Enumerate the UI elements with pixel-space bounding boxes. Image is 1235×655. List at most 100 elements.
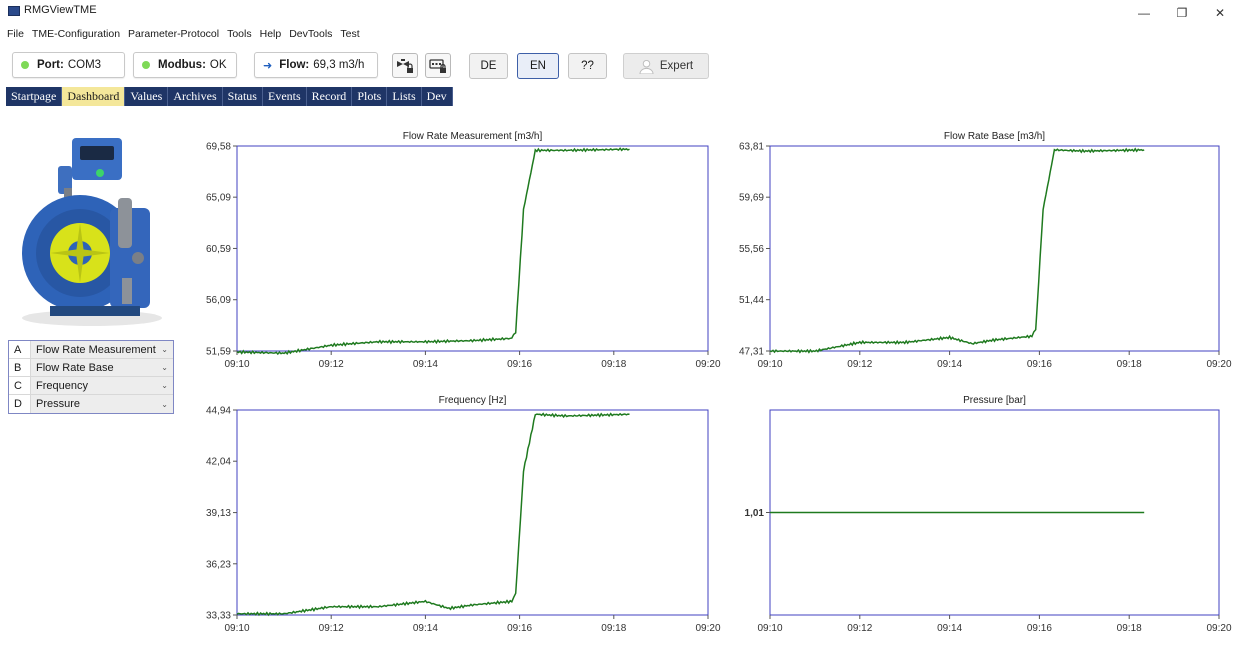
channel-letter: B — [9, 359, 31, 376]
y-tick-label: 56,09 — [206, 295, 231, 306]
plot-area — [236, 409, 709, 616]
channel-d-select[interactable]: Pressure ⌄ — [31, 395, 173, 413]
expert-button[interactable]: Expert — [623, 53, 709, 79]
x-tick-label: 09:16 — [1027, 359, 1052, 370]
y-tick-label: 44,94 — [206, 406, 231, 417]
tab-status[interactable]: Status — [223, 87, 263, 106]
arrow-right-icon: ➜ — [263, 59, 273, 72]
help-button[interactable]: ?? — [568, 53, 607, 79]
modbus-value: OK — [209, 59, 227, 71]
y-tick-label: 39,13 — [206, 508, 231, 519]
channel-row-d: D Pressure ⌄ — [9, 395, 173, 413]
menu-file[interactable]: File — [7, 28, 24, 40]
tab-plots[interactable]: Plots — [352, 87, 388, 106]
modbus-status[interactable]: Modbus: OK — [133, 52, 237, 78]
port-status-dot-icon — [21, 61, 29, 69]
tab-lists[interactable]: Lists — [387, 87, 422, 106]
y-tick-label: 69,58 — [206, 142, 231, 153]
channel-c-select[interactable]: Frequency ⌄ — [31, 377, 173, 394]
minimize-button[interactable]: — — [1138, 6, 1150, 20]
menu-parameter-protocol[interactable]: Parameter-Protocol — [128, 28, 220, 40]
x-tick-label: 09:14 — [937, 623, 962, 634]
plot-area — [769, 145, 1220, 352]
x-tick-label: 09:18 — [601, 359, 626, 370]
valve-lock-button[interactable] — [392, 53, 418, 78]
y-tick-label: 59,69 — [739, 193, 764, 204]
channel-letter: C — [9, 377, 31, 394]
toolbar: Port: COM3 Modbus: OK ➜ Flow: 69,3 m3/h … — [0, 48, 1235, 84]
tab-dashboard[interactable]: Dashboard — [62, 87, 126, 106]
chevron-down-icon: ⌄ — [161, 345, 168, 354]
x-tick-label: 09:14 — [413, 359, 438, 370]
y-tick-label: 51,44 — [739, 295, 764, 306]
channel-a-select[interactable]: Flow Rate Measurement ⌄ — [31, 341, 173, 358]
chevron-down-icon: ⌄ — [161, 399, 168, 409]
flow-status[interactable]: ➜ Flow: 69,3 m3/h — [254, 52, 378, 78]
menu-bar: File TME-Configuration Parameter-Protoco… — [6, 28, 361, 44]
y-tick-label: 60,59 — [206, 244, 231, 255]
x-tick-label: 09:12 — [319, 359, 344, 370]
channel-row-b: B Flow Rate Base ⌄ — [9, 359, 173, 377]
menu-test[interactable]: Test — [340, 28, 360, 40]
tab-events[interactable]: Events — [263, 87, 307, 106]
x-tick-label: 09:16 — [1027, 623, 1052, 634]
app-icon — [8, 6, 20, 16]
channel-b-select[interactable]: Flow Rate Base ⌄ — [31, 359, 173, 376]
x-tick-label: 09:18 — [1117, 623, 1142, 634]
tab-startpage[interactable]: Startpage — [6, 87, 63, 106]
window-titlebar: RMGViewTME — ❐ ✕ — [0, 0, 1235, 30]
channel-row-a: A Flow Rate Measurement ⌄ — [9, 341, 173, 359]
tab-dev[interactable]: Dev — [422, 87, 453, 106]
menu-tools[interactable]: Tools — [227, 28, 252, 40]
menu-help[interactable]: Help — [259, 28, 282, 40]
port-value: COM3 — [67, 59, 102, 71]
y-tick-label: 33,33 — [206, 611, 231, 622]
tab-archives[interactable]: Archives — [168, 87, 223, 106]
tab-record[interactable]: Record — [307, 87, 353, 106]
keypad-lock-button[interactable] — [425, 53, 451, 78]
x-tick-label: 09:18 — [601, 623, 626, 634]
menu-tme-configuration[interactable]: TME-Configuration — [31, 28, 121, 40]
y-tick-label: 47,31 — [739, 347, 764, 358]
language-en-button[interactable]: EN — [517, 53, 559, 79]
series-line — [769, 147, 1145, 354]
modbus-label: Modbus: — [158, 59, 206, 71]
window-title: RMGViewTME — [24, 4, 97, 16]
menu-devtools[interactable]: DevTools — [289, 28, 333, 40]
x-tick-label: 09:20 — [1206, 623, 1231, 634]
flow-value: 69,3 m3/h — [313, 59, 365, 71]
series-line — [236, 412, 630, 617]
tab-values[interactable]: Values — [125, 87, 169, 106]
x-tick-label: 09:16 — [507, 623, 532, 634]
x-tick-label: 09:10 — [224, 623, 249, 634]
channel-d-value: Pressure — [36, 398, 81, 410]
channel-b-value: Flow Rate Base — [36, 361, 114, 374]
close-button[interactable]: ✕ — [1214, 6, 1226, 20]
language-de-button[interactable]: DE — [469, 53, 508, 79]
x-tick-label: 09:10 — [757, 623, 782, 634]
chevron-down-icon: ⌄ — [161, 381, 168, 390]
flow-label: Flow: — [279, 59, 310, 71]
y-tick-label: 36,23 — [206, 559, 231, 570]
x-tick-label: 09:12 — [847, 359, 872, 370]
y-tick-label: 55,56 — [739, 244, 764, 255]
x-tick-label: 09:14 — [413, 623, 438, 634]
channel-letter: D — [9, 395, 31, 413]
chevron-down-icon: ⌄ — [161, 363, 168, 372]
x-tick-label: 09:10 — [224, 359, 249, 370]
chart-title: Flow Rate Base [m3/h] — [944, 131, 1045, 142]
chart-title: Frequency [Hz] — [439, 395, 507, 406]
x-tick-label: 09:10 — [757, 359, 782, 370]
port-status[interactable]: Port: COM3 — [12, 52, 125, 78]
x-tick-label: 09:20 — [695, 359, 720, 370]
x-tick-label: 09:12 — [319, 623, 344, 634]
port-label: Port: — [37, 59, 64, 71]
maximize-button[interactable]: ❐ — [1176, 6, 1188, 20]
x-tick-label: 09:20 — [695, 623, 720, 634]
modbus-status-dot-icon — [142, 61, 150, 69]
y-tick-label: 65,09 — [206, 193, 231, 204]
expert-label: Expert — [659, 60, 694, 72]
y-tick-label: 51,59 — [206, 347, 231, 358]
x-tick-label: 09:18 — [1117, 359, 1142, 370]
